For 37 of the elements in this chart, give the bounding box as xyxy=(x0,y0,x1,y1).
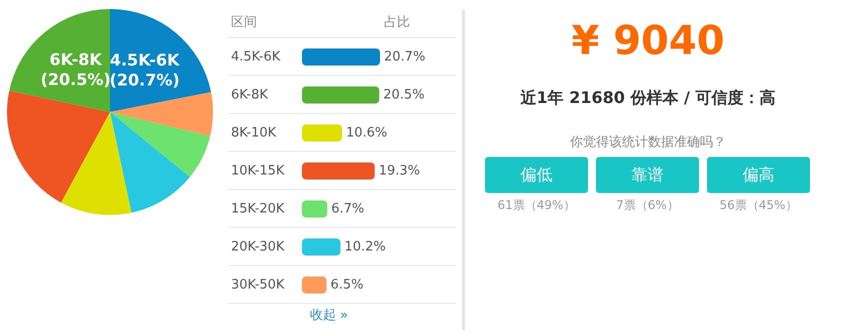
y-tick-label: 6K-8K xyxy=(231,88,268,102)
text: 56票（45%） xyxy=(718,197,798,214)
y-tick-label: 4.5K-6K xyxy=(231,50,281,64)
text: 61票（49%） xyxy=(496,197,576,214)
button[interactable]: 靠谱 xyxy=(596,157,699,193)
data-label: 6.7% xyxy=(331,202,364,216)
bar xyxy=(302,276,326,294)
bar xyxy=(302,124,342,142)
bar xyxy=(302,238,340,256)
text: 你觉得该统计数据准确吗？ xyxy=(569,134,727,151)
data-label: 19.3% xyxy=(378,164,420,178)
y-tick-label: 20K-30K xyxy=(231,240,285,254)
y-tick-label: 8K-10K xyxy=(231,126,277,140)
slice-label: 6K-8K xyxy=(50,50,102,70)
slice-label: 4.5K-6K xyxy=(110,50,180,70)
data-label: (20.5%) xyxy=(40,70,111,90)
data-label: 6.5% xyxy=(330,278,364,292)
text: 收起 » xyxy=(310,307,348,324)
text: 近1年 21680 份样本 / 可信度：高 xyxy=(520,88,776,109)
y-tick-label: 15K-20K xyxy=(231,202,285,216)
bar xyxy=(302,48,380,66)
bar xyxy=(302,86,380,104)
data-label: 10.2% xyxy=(344,240,386,254)
bar xyxy=(302,200,328,218)
data-label: 20.5% xyxy=(383,88,425,102)
y-tick-label: 10K-15K xyxy=(231,164,285,178)
text: 7票（6%） xyxy=(615,197,680,214)
data-label: (20.7%) xyxy=(110,70,180,90)
text: 区间 xyxy=(231,14,257,31)
button[interactable]: 偏高 xyxy=(707,157,810,193)
data-label: 10.6% xyxy=(346,126,388,140)
text: 占比 xyxy=(384,14,410,31)
data-label: 20.7% xyxy=(384,50,426,64)
bar xyxy=(302,162,375,180)
text: ¥ 9040 xyxy=(570,18,726,64)
y-tick-label: 30K-50K xyxy=(231,278,285,292)
button[interactable]: 偏低 xyxy=(485,157,588,193)
